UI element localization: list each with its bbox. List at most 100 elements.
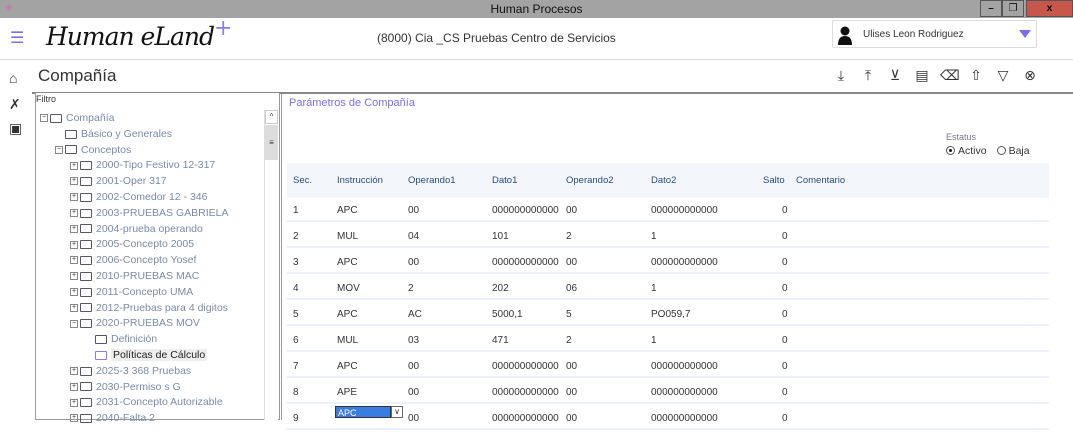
expand-icon[interactable]: + xyxy=(70,240,78,249)
tree-item[interactable]: +2011-Concepto UMA xyxy=(70,285,193,301)
table-cell: 8 xyxy=(293,387,299,398)
table-row[interactable]: 3 APC 00 000000000000 00 000000000000 0 xyxy=(287,250,1049,274)
table-cell: 00 xyxy=(566,205,578,216)
upload-icon[interactable]: ⤒ xyxy=(864,67,872,83)
table-cell: 0 xyxy=(782,309,788,320)
tree-item[interactable]: +2030-Permiso s G xyxy=(70,380,181,396)
table-cell: 1 xyxy=(293,205,299,216)
table-cell: 03 xyxy=(408,335,420,346)
table-row[interactable]: 9 APC ∨ 00 000000000000 00 000000000000 0 xyxy=(287,406,1049,430)
table-row[interactable]: 7 APC 00 000000000000 00 000000000000 0 xyxy=(287,354,1049,378)
radio-baja[interactable]: Baja xyxy=(996,145,1030,157)
menu-icon[interactable]: ☰ xyxy=(10,30,25,47)
report-icon[interactable]: ▣ xyxy=(9,120,23,136)
folder-icon xyxy=(80,413,92,423)
tree-item-label: 2001-Oper 317 xyxy=(96,175,167,188)
expand-icon[interactable]: + xyxy=(70,256,78,265)
tree-item-label: 2012-Pruebas para 4 digitos xyxy=(96,301,228,314)
expand-icon[interactable]: + xyxy=(70,367,78,376)
table-cell: 00 xyxy=(408,387,420,398)
radio-activo[interactable]: Activo xyxy=(946,145,987,157)
tree-item[interactable]: − Compañía xyxy=(40,111,114,127)
tree-item[interactable]: +2006-Concepto Yosef xyxy=(70,253,196,269)
tree-item[interactable]: +2031-Concepto Autorizable xyxy=(70,395,223,411)
tree-item[interactable]: Definición xyxy=(95,332,157,348)
clear-icon[interactable]: ⌫ xyxy=(940,67,960,83)
table-cell: 4 xyxy=(293,283,299,294)
table-cell: 00 xyxy=(566,361,578,372)
tree-item[interactable]: − 2020-PRUEBAS MOV xyxy=(70,316,200,332)
tree-item-label: Políticas de Cálculo xyxy=(111,349,208,361)
tree-item-label: 2031-Concepto Autorizable xyxy=(96,396,223,409)
table-row[interactable]: 6 MUL 03 471 2 1 0 xyxy=(287,328,1049,352)
tree-item[interactable]: +2012-Pruebas para 4 digitos xyxy=(70,301,228,317)
table-row[interactable]: 2 MUL 04 101 2 1 0 xyxy=(287,224,1049,248)
cancel-icon[interactable]: ⊗ xyxy=(1024,67,1036,83)
scroll-thumb[interactable]: ≡ xyxy=(265,125,278,160)
folder-icon xyxy=(95,334,107,344)
table-cell: 9 xyxy=(293,413,299,424)
table-row[interactable]: 4 MOV 2 202 06 1 0 xyxy=(287,276,1049,300)
scroll-up-icon[interactable]: ^ xyxy=(265,110,278,124)
expand-icon[interactable]: + xyxy=(70,272,78,281)
radio-icon[interactable] xyxy=(996,146,1006,155)
close-button[interactable]: x xyxy=(1026,0,1073,17)
radio-icon[interactable] xyxy=(946,146,955,155)
tree-item[interactable]: Básico y Generales xyxy=(65,127,172,143)
expand-icon[interactable]: + xyxy=(70,303,78,312)
filter-icon[interactable]: ▽ xyxy=(997,67,1009,83)
tree-item[interactable]: +2002-Comedor 12 - 346 xyxy=(70,190,208,206)
collapse-icon[interactable]: − xyxy=(55,145,63,154)
tree-item-label: 2000-Tipo Festivo 12-317 xyxy=(96,159,216,172)
table-cell: 2 xyxy=(408,283,414,294)
tree-item[interactable]: +2040-Falta 2 xyxy=(70,411,155,427)
expand-icon[interactable]: + xyxy=(70,414,78,423)
minimize-button[interactable]: – xyxy=(980,0,1002,17)
tree-item[interactable]: +2003-PRUEBAS GABRIELA xyxy=(70,206,228,222)
collapse-icon[interactable]: − xyxy=(40,114,48,123)
main-panel xyxy=(281,94,1073,420)
folder-icon xyxy=(80,176,92,186)
folder-icon xyxy=(80,398,92,408)
expand-icon[interactable]: + xyxy=(70,224,78,233)
download-icon[interactable]: ⤓ xyxy=(837,67,845,83)
folder-icon xyxy=(80,255,92,265)
tree-item[interactable]: − Conceptos xyxy=(55,143,131,159)
app-icon: ◈ xyxy=(5,2,13,13)
tree-item-label: 2003-PRUEBAS GABRIELA xyxy=(96,206,229,219)
expand-icon[interactable]: + xyxy=(70,288,78,297)
import-icon[interactable]: ⊻ xyxy=(889,67,901,83)
expand-icon[interactable]: + xyxy=(70,382,78,391)
tree-item[interactable]: +2001-Oper 317 xyxy=(70,174,167,190)
home-icon[interactable]: ⌂ xyxy=(9,70,18,86)
table-row[interactable]: 8 APE 00 000000000000 00 000000000000 0 xyxy=(287,380,1049,404)
save-icon[interactable]: ▤ xyxy=(915,67,929,83)
expand-icon[interactable]: + xyxy=(70,177,78,186)
expand-icon[interactable]: + xyxy=(70,193,78,202)
expand-icon[interactable]: + xyxy=(70,398,78,407)
expand-icon[interactable]: + xyxy=(70,161,78,170)
tree-item[interactable]: Políticas de Cálculo xyxy=(95,348,208,364)
table-row[interactable]: 1 APC 00 000000000000 00 000000000000 0 xyxy=(287,198,1049,222)
tools-icon[interactable]: ✗ xyxy=(9,96,21,112)
tree-item-label: 2025-3 368 Pruebas xyxy=(96,364,192,377)
expand-icon[interactable]: + xyxy=(70,209,78,218)
user-dropdown[interactable]: Ulises Leon Rodriguez xyxy=(832,20,1037,48)
tree-item[interactable]: +2010-PRUEBAS MAC xyxy=(70,269,199,285)
tree-item[interactable]: +2025-3 368 Pruebas xyxy=(70,364,191,380)
instruction-select[interactable]: APC xyxy=(335,406,391,418)
table-cell: 3 xyxy=(293,257,299,268)
table-row[interactable]: 5 APC AC 5000,1 5 PO059,7 0 xyxy=(287,302,1049,326)
filter-label[interactable]: Filtro xyxy=(36,94,56,104)
tree-scrollbar[interactable]: ^ ≡ xyxy=(264,110,278,420)
chevron-down-icon[interactable]: ∨ xyxy=(391,406,403,418)
collapse-icon[interactable]: − xyxy=(70,319,78,328)
tree-item[interactable]: +2005-Concepto 2005 xyxy=(70,237,194,253)
share-icon[interactable]: ⇧ xyxy=(970,67,982,83)
table-cell: 0 xyxy=(782,231,788,242)
tree-item[interactable]: +2000-Tipo Festivo 12-317 xyxy=(70,158,215,174)
restore-button[interactable]: ❐ xyxy=(1002,0,1024,17)
tree-item[interactable]: +2004-prueba operando xyxy=(70,222,203,238)
column-header: Dato1 xyxy=(492,175,518,186)
folder-icon xyxy=(80,287,92,297)
